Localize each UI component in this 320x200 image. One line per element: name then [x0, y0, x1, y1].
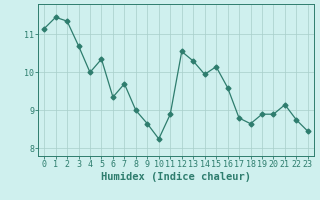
X-axis label: Humidex (Indice chaleur): Humidex (Indice chaleur) — [101, 172, 251, 182]
